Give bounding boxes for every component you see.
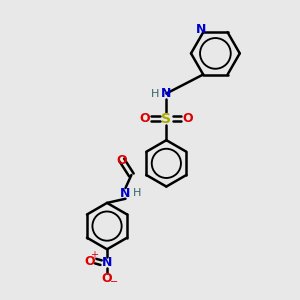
Text: H: H [133,188,141,198]
Text: S: S [161,112,171,126]
Text: O: O [85,255,95,268]
Text: N: N [120,187,131,200]
Text: H: H [151,88,159,98]
Text: N: N [102,256,112,269]
Text: +: + [90,250,98,260]
Text: O: O [140,112,150,125]
Text: O: O [102,272,112,285]
Text: −: − [110,277,118,287]
Text: O: O [117,154,127,166]
Text: O: O [182,112,193,125]
Text: N: N [196,23,206,36]
Text: N: N [161,87,172,100]
